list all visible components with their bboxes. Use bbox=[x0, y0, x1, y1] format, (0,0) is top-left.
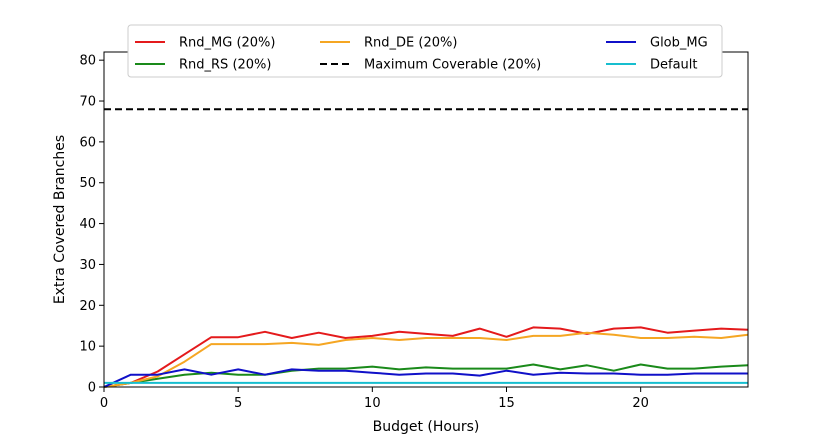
x-axis-label: Budget (Hours) bbox=[373, 419, 480, 435]
legend-box bbox=[127, 24, 723, 78]
y-tick-label: 80 bbox=[79, 54, 96, 69]
legend-entry-label: Maximum Coverable (20%) bbox=[364, 58, 541, 73]
x-tick-label: 15 bbox=[498, 396, 515, 411]
series-line-glob-mg bbox=[103, 368, 748, 388]
y-tick-label: 40 bbox=[79, 217, 96, 232]
x-tick-label: 5 bbox=[234, 396, 242, 411]
x-tick-label: 0 bbox=[100, 396, 108, 411]
y-axis-label: Extra Covered Branches bbox=[52, 135, 68, 304]
y-axis-ticks: 0 10 20 30 40 50 60 70 80 bbox=[79, 54, 104, 396]
y-tick-label: 70 bbox=[79, 95, 96, 110]
x-tick-label: 20 bbox=[632, 396, 649, 411]
series-line-rnd-rs-20 bbox=[103, 363, 749, 388]
y-tick-label: 30 bbox=[79, 258, 96, 273]
series-layer bbox=[103, 108, 749, 388]
x-axis-ticks: 0 5 10 15 20 bbox=[100, 387, 649, 411]
legend-entry-label: Rnd_RS (20%) bbox=[179, 58, 271, 73]
x-tick-label: 10 bbox=[364, 396, 381, 411]
y-tick-label: 10 bbox=[79, 340, 96, 355]
y-tick-label: 0 bbox=[88, 381, 96, 396]
y-tick-label: 20 bbox=[79, 299, 96, 314]
y-tick-label: 60 bbox=[79, 135, 96, 150]
series-line-rnd-mg-20 bbox=[103, 326, 749, 388]
legend-entry-label: Rnd_MG (20%) bbox=[179, 36, 275, 51]
legend-entry-label: Glob_MG bbox=[650, 36, 708, 51]
legend-entry-label: Default bbox=[650, 58, 698, 73]
legend: Rnd_MG (20%) Rnd_RS (20%) Rnd_DE (20%) Maxi… bbox=[127, 24, 723, 78]
series-line-rnd-de-20 bbox=[103, 331, 749, 388]
legend-entry-label: Rnd_DE (20%) bbox=[364, 36, 457, 51]
plot-frame bbox=[103, 51, 749, 388]
y-tick-label: 50 bbox=[79, 176, 96, 191]
